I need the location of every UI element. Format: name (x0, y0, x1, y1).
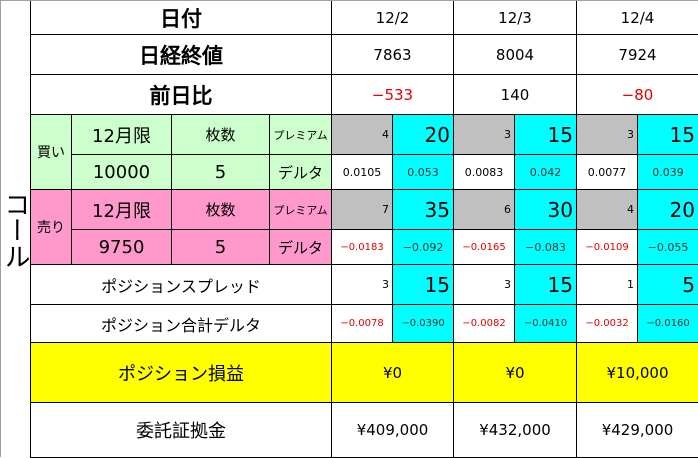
buy-lots: 5 (172, 155, 270, 190)
sell-premium-total: 35 (393, 190, 454, 230)
buy-month: 12月限 (72, 115, 172, 155)
change-header: 前日比 (31, 75, 332, 115)
buy-strike: 10000 (72, 155, 172, 190)
day-date: 12/4 (577, 1, 698, 35)
sell-delta-total: −0.092 (393, 230, 454, 265)
day-close: 8004 (454, 35, 577, 75)
spread: 3 (454, 265, 515, 305)
sell-premium: 4 (577, 190, 638, 230)
position-table: 日付 日経終値 前日比 買い 12月限 枚数 プレミアム 10000 5 デルタ… (31, 1, 698, 458)
spread-total: 15 (515, 265, 577, 305)
sell-delta: −0.0109 (577, 230, 638, 265)
call-label: コール (0, 1, 31, 458)
day-change: −80 (577, 75, 698, 115)
sell-delta-label: デルタ (270, 230, 332, 265)
day-change: −533 (332, 75, 454, 115)
sell-premium: 6 (454, 190, 515, 230)
sell-premium: 7 (332, 190, 393, 230)
buy-delta-total: 0.039 (638, 155, 698, 190)
buy-premium-total: 15 (515, 115, 577, 155)
sell-delta: −0.0165 (454, 230, 515, 265)
total-delta: −0.0078 (332, 305, 393, 343)
spread: 1 (577, 265, 638, 305)
buy-premium-total: 15 (638, 115, 698, 155)
sell-lots: 5 (172, 230, 270, 265)
buy-delta: 0.0083 (454, 155, 515, 190)
day-date: 12/2 (332, 1, 454, 35)
total-delta-label: ポジション合計デルタ (31, 305, 332, 343)
buy-lots-label: 枚数 (172, 115, 270, 155)
buy-delta-total: 0.053 (393, 155, 454, 190)
date-header: 日付 (31, 1, 332, 35)
buy-label: 買い (31, 115, 72, 190)
sell-delta: −0.0183 (332, 230, 393, 265)
sell-lots-label: 枚数 (172, 190, 270, 230)
buy-delta-label: デルタ (270, 155, 332, 190)
buy-premium-label: プレミアム (270, 115, 332, 155)
day-date: 12/3 (454, 1, 577, 35)
spread-total: 5 (638, 265, 698, 305)
spread: 3 (332, 265, 393, 305)
margin: ¥432,000 (454, 403, 577, 458)
buy-delta: 0.0077 (577, 155, 638, 190)
margin-label: 委託証拠金 (31, 403, 332, 458)
pnl-label: ポジション損益 (31, 343, 332, 403)
margin: ¥409,000 (332, 403, 454, 458)
sell-strike: 9750 (72, 230, 172, 265)
margin: ¥429,000 (577, 403, 698, 458)
total-delta-total: −0.0160 (638, 305, 698, 343)
total-delta-total: −0.0410 (515, 305, 577, 343)
sell-month: 12月限 (72, 190, 172, 230)
buy-premium-total: 20 (393, 115, 454, 155)
total-delta: −0.0032 (577, 305, 638, 343)
close-header: 日経終値 (31, 35, 332, 75)
buy-premium: 3 (454, 115, 515, 155)
sell-premium-total: 20 (638, 190, 698, 230)
total-delta: −0.0082 (454, 305, 515, 343)
buy-delta-total: 0.042 (515, 155, 577, 190)
sell-premium-total: 30 (515, 190, 577, 230)
buy-delta: 0.0105 (332, 155, 393, 190)
sell-label: 売り (31, 190, 72, 265)
sell-premium-label: プレミアム (270, 190, 332, 230)
total-delta-total: −0.0390 (393, 305, 454, 343)
sell-delta-total: −0.083 (515, 230, 577, 265)
day-close: 7863 (332, 35, 454, 75)
pnl: ¥10,000 (577, 343, 698, 403)
buy-premium: 3 (577, 115, 638, 155)
spread-label: ポジションスプレッド (31, 265, 332, 305)
spread-total: 15 (393, 265, 454, 305)
sell-delta-total: −0.055 (638, 230, 698, 265)
pnl: ¥0 (332, 343, 454, 403)
buy-premium: 4 (332, 115, 393, 155)
day-change: 140 (454, 75, 577, 115)
day-close: 7924 (577, 35, 698, 75)
pnl: ¥0 (454, 343, 577, 403)
